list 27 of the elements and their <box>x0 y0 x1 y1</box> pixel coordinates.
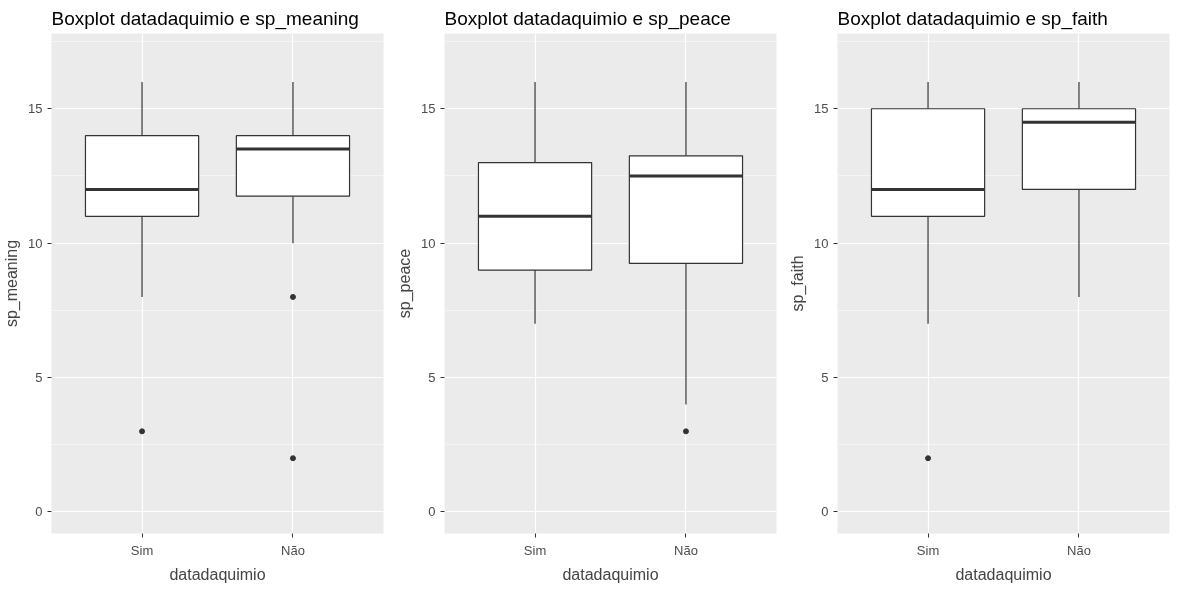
y-axis-title: sp_faith <box>789 255 808 312</box>
x-axis-title: datadaquimio <box>955 565 1052 583</box>
x-tick-label: Não <box>674 542 698 558</box>
chart-title: Boxplot datadaquimio e sp_faith <box>837 7 1108 30</box>
y-tick-label: 5 <box>35 370 43 386</box>
x-tick-label: Não <box>1067 542 1091 558</box>
y-tick-label: 10 <box>421 235 436 251</box>
y-tick-label: 15 <box>814 101 829 117</box>
x-tick-label: Sim <box>130 542 154 558</box>
y-tick-label: 0 <box>35 504 43 520</box>
y-tick-label: 10 <box>814 235 829 251</box>
y-axis-title: sp_peace <box>396 248 415 319</box>
y-tick-label: 0 <box>821 504 829 520</box>
y-tick-label: 15 <box>421 101 436 117</box>
chart-title: Boxplot datadaquimio e sp_peace <box>444 7 731 30</box>
x-tick-label: Não <box>281 542 305 558</box>
x-axis-title: datadaquimio <box>169 565 266 583</box>
y-tick-label: 0 <box>428 504 436 520</box>
y-tick-label: 5 <box>428 370 436 386</box>
y-tick-label: 10 <box>28 235 43 251</box>
y-tick-label: 15 <box>28 101 43 117</box>
y-axis-title: sp_meaning <box>3 239 22 328</box>
x-axis-title: datadaquimio <box>562 565 659 583</box>
x-tick-label: Sim <box>916 542 940 558</box>
x-tick-label: Sim <box>523 542 547 558</box>
y-tick-label: 5 <box>821 370 829 386</box>
chart-title: Boxplot datadaquimio e sp_meaning <box>51 7 359 30</box>
